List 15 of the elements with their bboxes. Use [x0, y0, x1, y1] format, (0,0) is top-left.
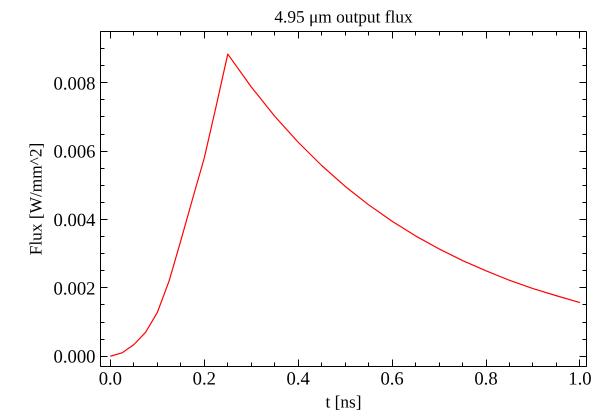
x-tick-label: 0.8 [474, 368, 498, 390]
x-tick-label: 1.0 [568, 368, 592, 390]
y-tick-label: 0.008 [54, 73, 96, 94]
y-tick-label: 0.002 [54, 278, 96, 300]
y-tick-label: 0.006 [54, 142, 96, 163]
chart-title: 4.95 μm output flux [274, 8, 413, 26]
x-tick-label: 0.6 [380, 368, 404, 390]
x-axis-title: t [ns] [325, 392, 362, 412]
x-tick-label: 0.2 [192, 368, 216, 390]
y-tick-label: 0.000 [54, 346, 96, 368]
x-tick-label: 0.4 [286, 368, 311, 390]
line-series [110, 53, 581, 357]
x-tick-label: 0.0 [98, 368, 122, 390]
y-tick-label: 0.004 [54, 210, 96, 232]
y-axis-title: Flux [W/mm^2] [26, 142, 46, 256]
